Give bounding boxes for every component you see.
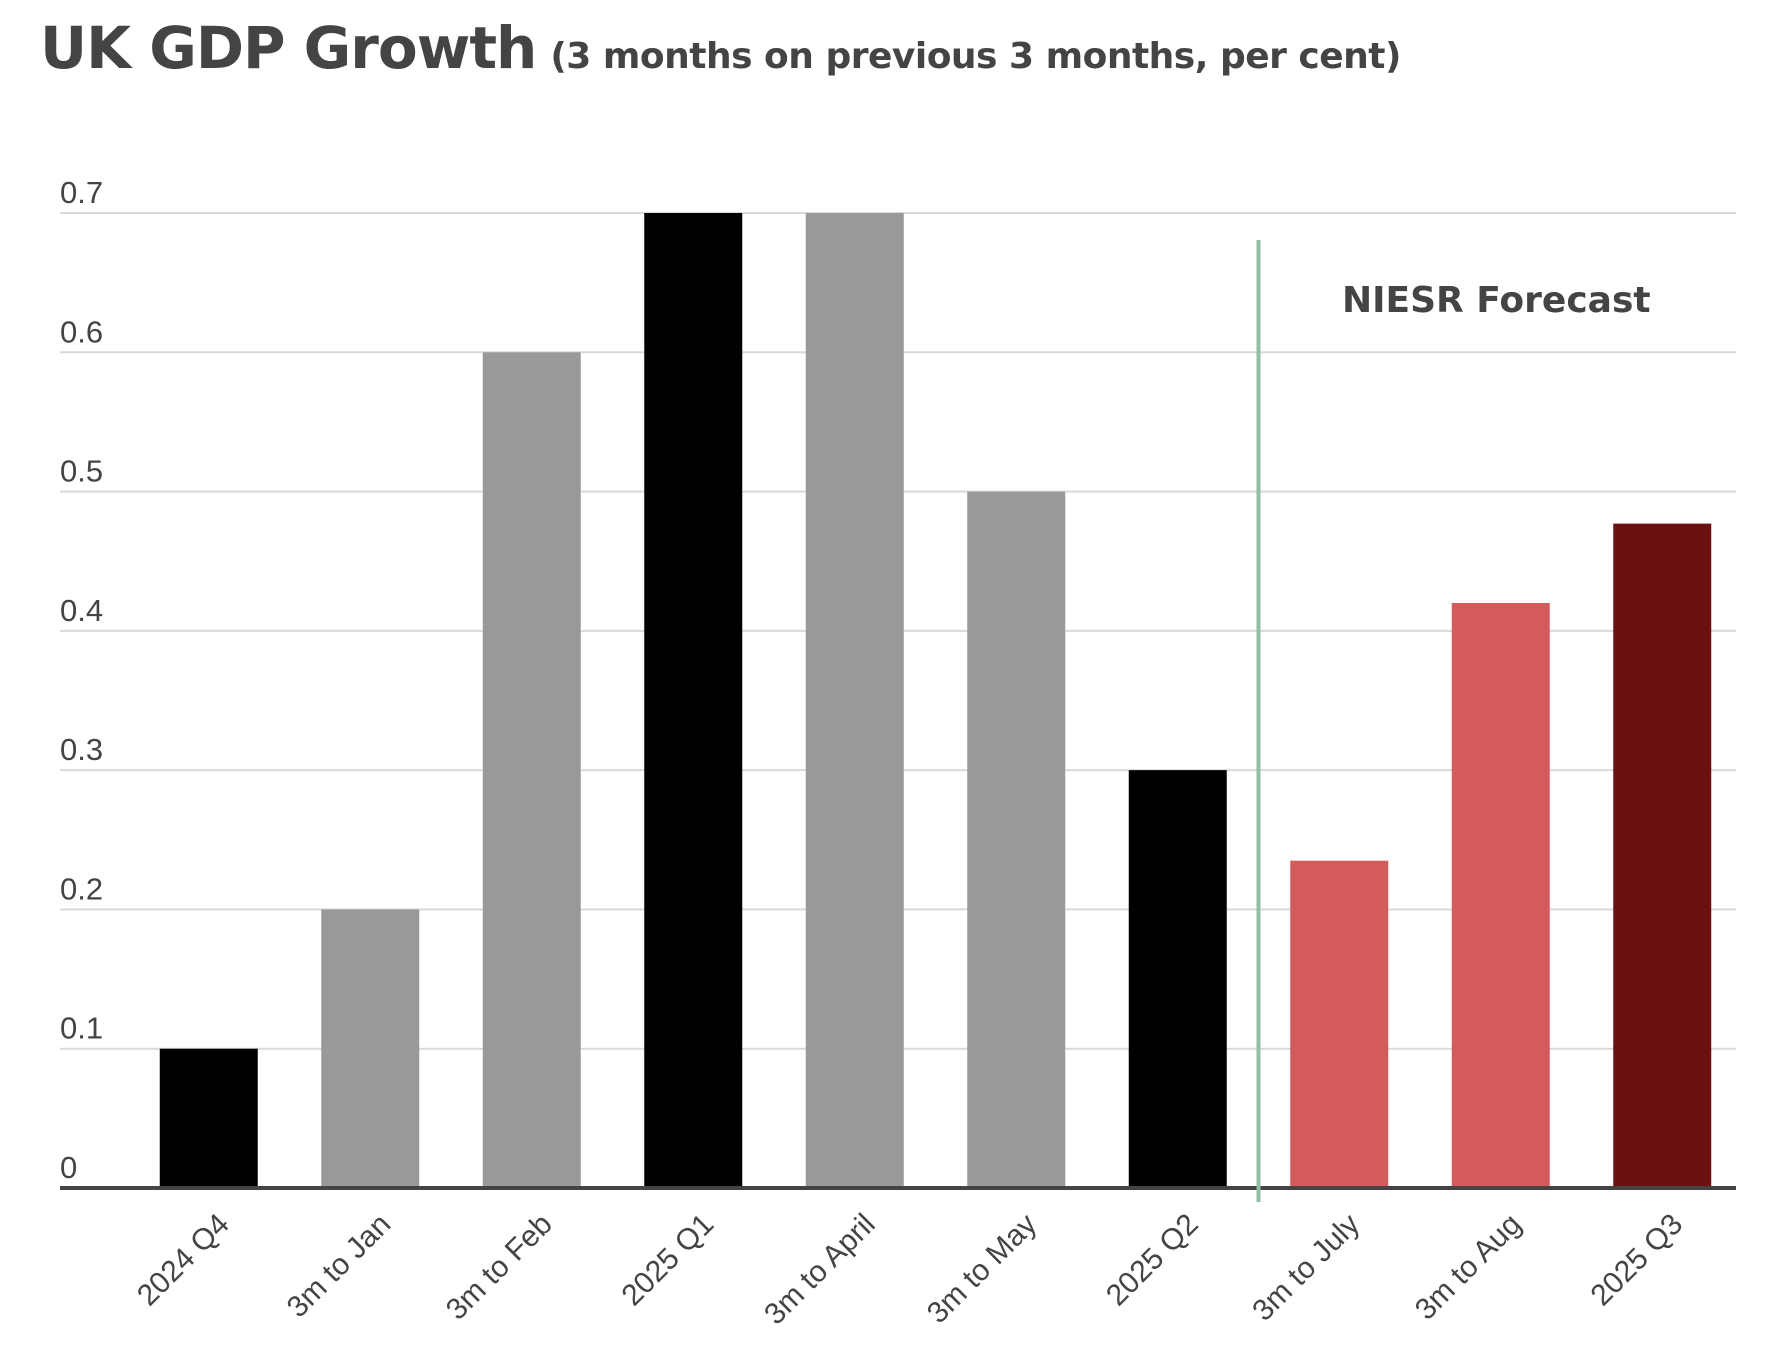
bar-2024-q4: [159, 1048, 258, 1188]
bar-3m-to-feb: [482, 352, 581, 1188]
bar-2025-q1: [644, 213, 743, 1188]
x-tick-label: 3m to Aug: [1409, 1208, 1528, 1327]
x-tick-label: 3m to Feb: [440, 1208, 559, 1327]
forecast-annotation: NIESR Forecast: [1342, 280, 1651, 321]
bars: [159, 213, 1712, 1189]
y-tick-label: 0.5: [60, 454, 103, 489]
bar-3m-to-jan: [321, 909, 420, 1188]
y-axis-ticks: 0 0.1 0.2 0.3 0.4 0.5 0.6 0.7: [60, 175, 103, 1185]
x-axis-ticks: 2024 Q4 3m to Jan 3m to Feb 2025 Q1 3m to Ap…: [131, 1208, 1689, 1332]
x-tick-label: 3m to Jan: [281, 1208, 397, 1324]
y-tick-label: 0: [60, 1150, 77, 1185]
bar-3m-to-april: [805, 213, 904, 1188]
chart-subtitle: (3 months on previous 3 months, per cent…: [550, 36, 1401, 77]
chart-title: UK GDP Growth: [40, 14, 537, 82]
x-tick-label: 3m to May: [921, 1208, 1043, 1330]
bar-3m-to-may: [967, 491, 1066, 1189]
y-tick-label: 0.3: [60, 732, 103, 767]
x-tick-label: 2024 Q4: [131, 1208, 236, 1313]
y-tick-label: 0.1: [60, 1011, 103, 1046]
y-tick-label: 0.4: [60, 593, 103, 628]
y-tick-label: 0.2: [60, 871, 103, 906]
x-tick-label: 2025 Q1: [615, 1208, 720, 1313]
bar-3m-to-july: [1290, 860, 1389, 1188]
bar-2025-q2: [1128, 770, 1227, 1188]
x-tick-label: 2025 Q3: [1584, 1208, 1689, 1313]
bar-2025-q3: [1613, 523, 1712, 1188]
x-tick-label: 3m to April: [758, 1208, 882, 1332]
x-tick-label: 2025 Q2: [1100, 1208, 1205, 1313]
y-tick-label: 0.7: [60, 175, 103, 210]
chart-title-row: UK GDP Growth (3 months on previous 3 mon…: [40, 14, 1401, 82]
bar-3m-to-aug: [1451, 603, 1550, 1188]
y-tick-label: 0.6: [60, 314, 103, 349]
x-tick-label: 3m to July: [1246, 1208, 1366, 1328]
